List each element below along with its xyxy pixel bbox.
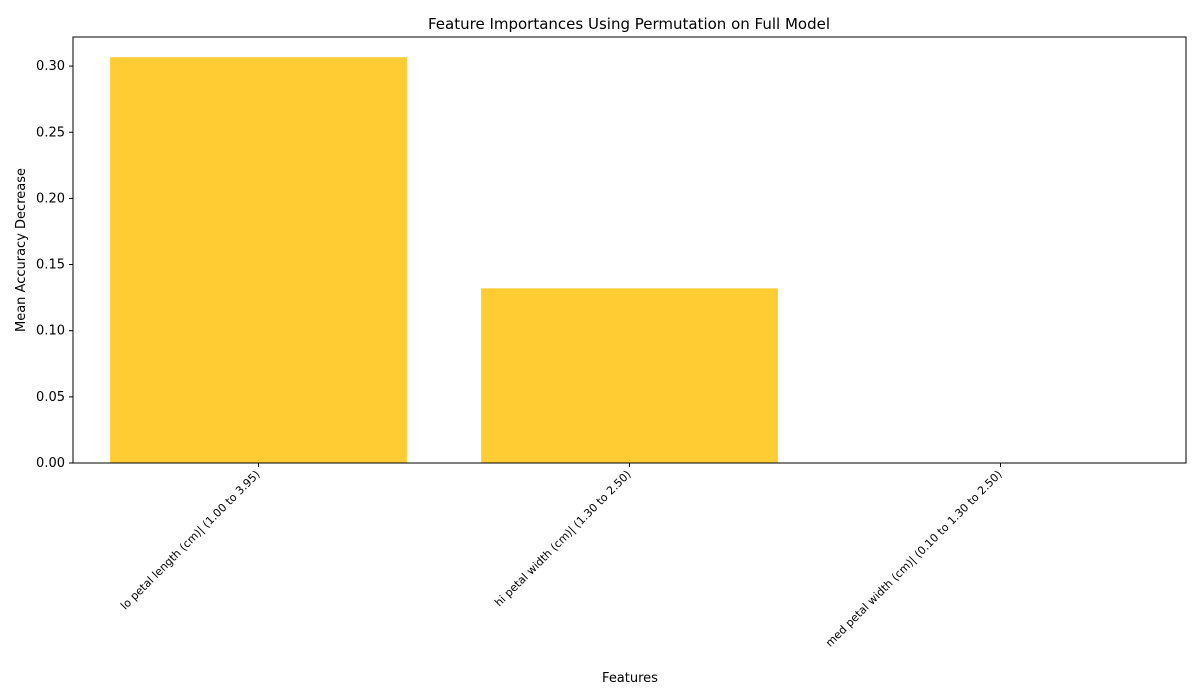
y-tick-label: 0.00 bbox=[36, 456, 65, 471]
bars-group bbox=[110, 57, 778, 464]
y-tick-label: 0.25 bbox=[36, 125, 65, 140]
chart-title: Feature Importances Using Permutation on… bbox=[428, 15, 830, 33]
y-axis: 0.00 0.05 0.10 0.15 0.20 0.25 0.30 bbox=[36, 59, 73, 471]
y-axis-label: Mean Accuracy Decrease bbox=[14, 168, 29, 332]
bar bbox=[110, 57, 407, 464]
plot-frame bbox=[72, 36, 1187, 464]
y-tick-label: 0.20 bbox=[36, 191, 65, 206]
x-axis-label: Features bbox=[602, 671, 658, 686]
bar bbox=[481, 288, 778, 463]
x-tick-label: hi petal width (cm)| (1.30 to 2.50) bbox=[492, 468, 633, 609]
y-tick-label: 0.05 bbox=[36, 390, 65, 405]
x-tick-label: lo petal length (cm)| (1.00 to 3.95) bbox=[118, 468, 263, 613]
x-tick-label: med petal width (cm)| (0.10 to 1.30 to 2… bbox=[823, 468, 1005, 650]
y-tick-label: 0.15 bbox=[36, 258, 65, 273]
y-tick-label: 0.10 bbox=[36, 324, 65, 339]
x-axis: lo petal length (cm)| (1.00 to 3.95) hi p… bbox=[118, 463, 1005, 650]
y-tick-label: 0.30 bbox=[36, 59, 65, 74]
